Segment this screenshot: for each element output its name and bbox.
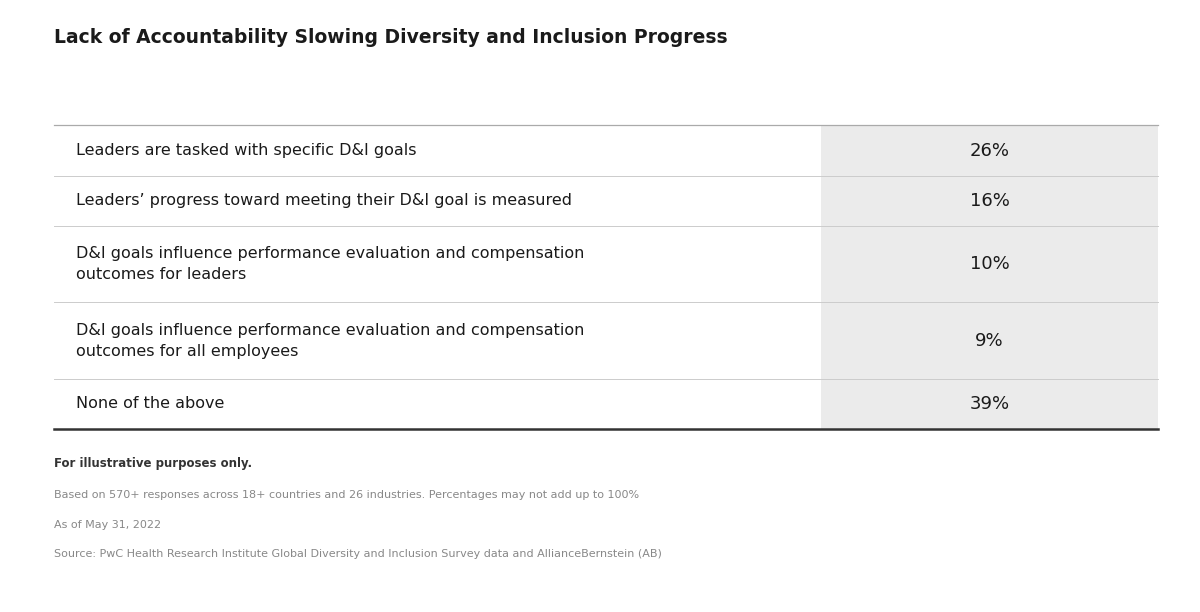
Text: For illustrative purposes only.: For illustrative purposes only.	[54, 457, 252, 469]
Text: Based on 570+ responses across 18+ countries and 26 industries. Percentages may : Based on 570+ responses across 18+ count…	[54, 490, 640, 500]
Bar	[54, 125, 821, 429]
Text: Leaders’ progress toward meeting their D&I goal is measured: Leaders’ progress toward meeting their D…	[76, 193, 571, 208]
Text: 39%: 39%	[970, 395, 1009, 413]
Text: 10%: 10%	[970, 255, 1009, 273]
Text: None of the above: None of the above	[76, 397, 224, 411]
Text: 16%: 16%	[970, 192, 1009, 210]
Text: D&I goals influence performance evaluation and compensation
outcomes for all emp: D&I goals influence performance evaluati…	[76, 323, 584, 359]
Bar	[821, 125, 1158, 429]
Text: D&I goals influence performance evaluation and compensation
outcomes for leaders: D&I goals influence performance evaluati…	[76, 246, 584, 282]
Text: Leaders are tasked with specific D&I goals: Leaders are tasked with specific D&I goa…	[76, 143, 416, 158]
Text: Source: PwC Health Research Institute Global Diversity and Inclusion Survey data: Source: PwC Health Research Institute Gl…	[54, 549, 662, 559]
Text: 9%: 9%	[976, 332, 1004, 349]
Text: 26%: 26%	[970, 141, 1009, 160]
Text: Lack of Accountability Slowing Diversity and Inclusion Progress: Lack of Accountability Slowing Diversity…	[54, 28, 727, 47]
Text: As of May 31, 2022: As of May 31, 2022	[54, 520, 161, 529]
